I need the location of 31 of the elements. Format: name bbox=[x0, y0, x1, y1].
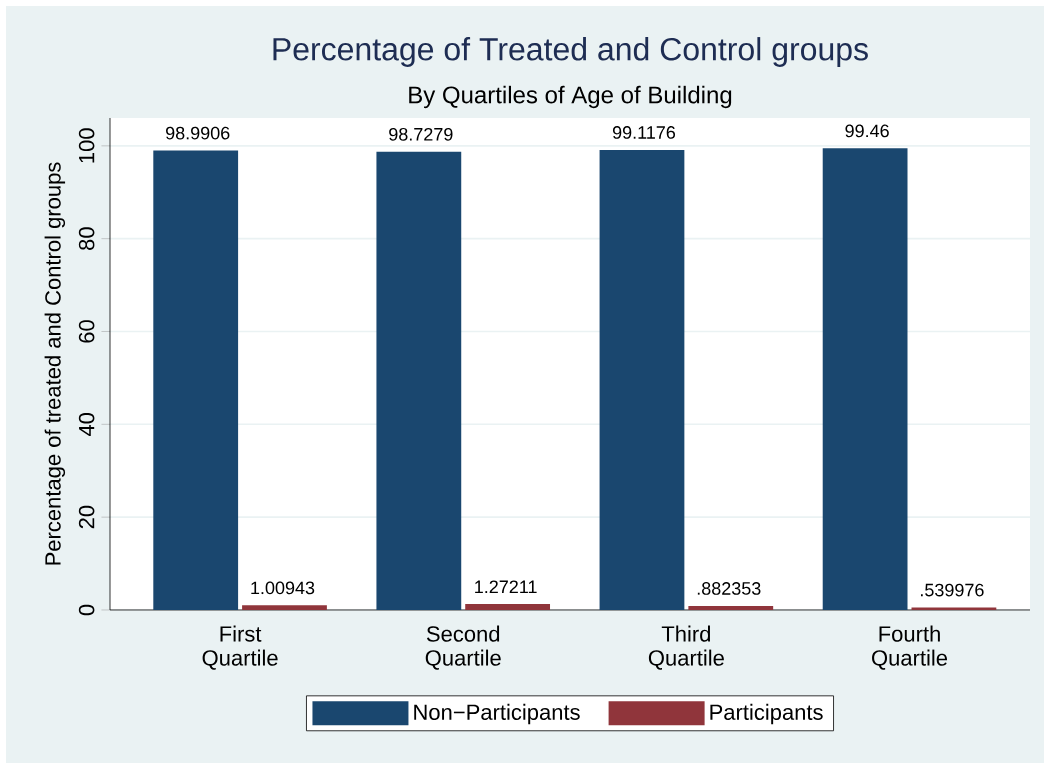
legend-label: Participants bbox=[710, 703, 823, 725]
x-tick-label: First Quartile bbox=[202, 625, 278, 670]
bar bbox=[465, 604, 551, 610]
y-axis-title: Percentage of treated and Control groups bbox=[44, 162, 66, 565]
y-tick-label: 80 bbox=[78, 227, 95, 250]
x-tick-label: Second Quartile bbox=[425, 625, 501, 670]
data-label: 98.9906 bbox=[166, 126, 230, 140]
bar bbox=[153, 150, 239, 610]
bar bbox=[599, 149, 685, 610]
data-label: 98.7279 bbox=[389, 127, 453, 141]
legend-label: Non−Participants bbox=[414, 703, 580, 725]
data-label: .539976 bbox=[921, 583, 984, 597]
data-label: 1.27211 bbox=[475, 580, 537, 594]
bar bbox=[688, 605, 774, 610]
data-label: 99.46 bbox=[845, 124, 889, 138]
y-tick-label: 0 bbox=[78, 604, 95, 616]
data-label: 1.00943 bbox=[251, 581, 315, 595]
x-tick-label: Third Quartile bbox=[648, 625, 724, 670]
y-tick-label: 100 bbox=[78, 128, 95, 163]
bar bbox=[822, 148, 908, 610]
x-tick-label: Fourth Quartile bbox=[872, 625, 948, 670]
data-label: .882353 bbox=[697, 582, 761, 595]
y-tick-label: 20 bbox=[78, 505, 95, 529]
bar bbox=[376, 151, 462, 610]
bar bbox=[242, 605, 327, 610]
chart-subtitle: By Quartiles of Age of Building bbox=[409, 85, 732, 109]
chart-title: Percentage of Treated and Control groups bbox=[273, 37, 868, 67]
data-label: 99.1176 bbox=[612, 126, 676, 139]
y-tick-label: 40 bbox=[78, 412, 95, 437]
y-tick-label: 60 bbox=[78, 320, 95, 343]
bar bbox=[911, 607, 997, 610]
